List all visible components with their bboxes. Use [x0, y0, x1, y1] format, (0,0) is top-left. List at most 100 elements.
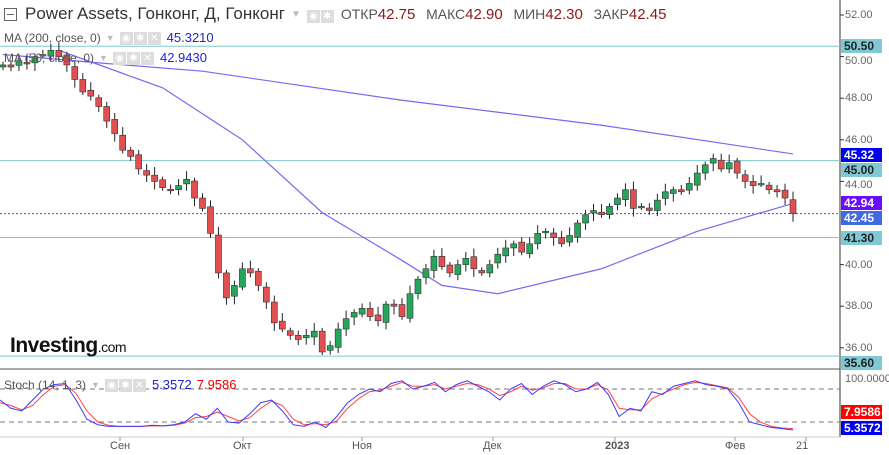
- candle: [685, 183, 693, 191]
- candle: [598, 211, 605, 215]
- gear-icon[interactable]: ✱: [126, 52, 140, 65]
- y-tick-label: 50.00: [845, 55, 873, 68]
- candle: [302, 335, 310, 339]
- candle: [95, 97, 103, 107]
- candle: [31, 56, 39, 64]
- stoch-k-tag: 5.3572: [841, 421, 882, 435]
- candle: [773, 189, 781, 193]
- candle: [701, 164, 709, 174]
- candle: [79, 79, 87, 93]
- chart-header: Power Assets, Гонконг, Д, Гонконг ▼ ◉ ✱ О…: [4, 4, 672, 24]
- candle: [223, 272, 230, 299]
- ma200-line: [2, 53, 794, 155]
- candle: [749, 181, 757, 186]
- eye-icon[interactable]: ◉: [112, 52, 126, 65]
- ma200-value: 45.3210: [166, 30, 214, 45]
- ma50-legend[interactable]: MA (50, close, 0) ▼ ◉ ✱ ✕ 42.9430: [4, 50, 207, 65]
- chevron-down-icon[interactable]: ▼: [91, 379, 100, 390]
- gear-icon[interactable]: ✱: [133, 32, 147, 45]
- candle: [693, 172, 701, 186]
- candle: [103, 106, 111, 122]
- candle: [526, 243, 533, 255]
- ma200-label: MA (200, close, 0): [4, 30, 101, 45]
- candle: [494, 253, 502, 264]
- candle: [757, 183, 765, 186]
- eye-icon[interactable]: ◉: [306, 10, 320, 23]
- candle: [334, 328, 342, 348]
- gear-icon[interactable]: ✱: [320, 10, 334, 23]
- candle: [231, 285, 238, 297]
- gear-icon[interactable]: ✱: [118, 379, 132, 392]
- candle: [438, 255, 446, 267]
- candle: [566, 235, 573, 243]
- close-icon[interactable]: ✕: [132, 379, 146, 392]
- collapse-icon[interactable]: [4, 7, 17, 21]
- x-tick-label: Сен: [110, 440, 131, 452]
- chevron-down-icon[interactable]: ▼: [99, 52, 108, 63]
- candle: [662, 191, 669, 199]
- candle: [574, 222, 581, 238]
- chevron-down-icon[interactable]: ▼: [290, 8, 301, 20]
- high-value: 42.90: [465, 6, 503, 23]
- candle: [87, 89, 95, 97]
- candle: [470, 256, 478, 270]
- close-label: ЗАКР: [593, 6, 629, 22]
- candle: [733, 160, 741, 174]
- candle: [374, 314, 382, 322]
- candle: [422, 268, 430, 278]
- candle: [63, 54, 71, 66]
- candle: [502, 247, 510, 257]
- close-icon[interactable]: ✕: [140, 52, 154, 65]
- candle: [271, 301, 278, 324]
- stoch-legend[interactable]: Stoch (14, 1, 3) ▼ ◉ ✱ ✕ 5.3572 7.9586: [4, 377, 237, 392]
- candle: [789, 199, 797, 214]
- candle: [111, 119, 119, 134]
- candle: [709, 158, 717, 164]
- candle: [406, 293, 414, 319]
- candle: [382, 303, 390, 323]
- candle: [7, 64, 15, 68]
- candle: [119, 134, 126, 151]
- hline-price-tag: 41.30: [841, 230, 882, 245]
- candle: [294, 335, 302, 340]
- y-tick-label: 40.00: [845, 258, 873, 271]
- candle: [725, 162, 733, 170]
- candle: [183, 179, 190, 185]
- candle: [215, 234, 222, 274]
- stoch-label: Stoch (14, 1, 3): [4, 377, 87, 392]
- hline-price-tag: 45.00: [841, 162, 882, 177]
- x-tick-label: Фев: [725, 440, 746, 452]
- candle: [191, 180, 198, 199]
- ma200-legend[interactable]: MA (200, close, 0) ▼ ◉ ✱ ✕ 45.3210: [4, 30, 214, 45]
- x-tick-label: Ноя: [352, 440, 373, 452]
- hline-price-tag: 50.50: [841, 39, 882, 54]
- eye-icon[interactable]: ◉: [119, 32, 133, 45]
- candle: [414, 278, 422, 295]
- candle: [39, 54, 47, 57]
- candle: [247, 268, 254, 274]
- candle: [159, 179, 166, 188]
- candle: [326, 345, 334, 351]
- x-tick-label: Окт: [233, 440, 252, 452]
- stoch-k-line: [0, 380, 794, 431]
- price-tag: 45.32: [841, 147, 882, 162]
- candle: [135, 154, 142, 170]
- stoch-d-tag: 7.9586: [841, 405, 882, 419]
- candle: [717, 159, 725, 170]
- open-label: ОТКР: [340, 6, 378, 22]
- eye-icon[interactable]: ◉: [104, 379, 118, 392]
- candle: [127, 149, 134, 157]
- close-icon[interactable]: ✕: [147, 32, 161, 45]
- candle: [167, 189, 174, 192]
- candle: [286, 330, 294, 336]
- candle: [622, 189, 629, 201]
- candle: [590, 210, 597, 214]
- candle: [263, 286, 270, 303]
- price-tag: 42.94: [841, 196, 882, 211]
- candle: [430, 255, 438, 271]
- candle: [358, 307, 366, 315]
- candle: [151, 174, 158, 182]
- chevron-down-icon[interactable]: ▼: [105, 32, 115, 43]
